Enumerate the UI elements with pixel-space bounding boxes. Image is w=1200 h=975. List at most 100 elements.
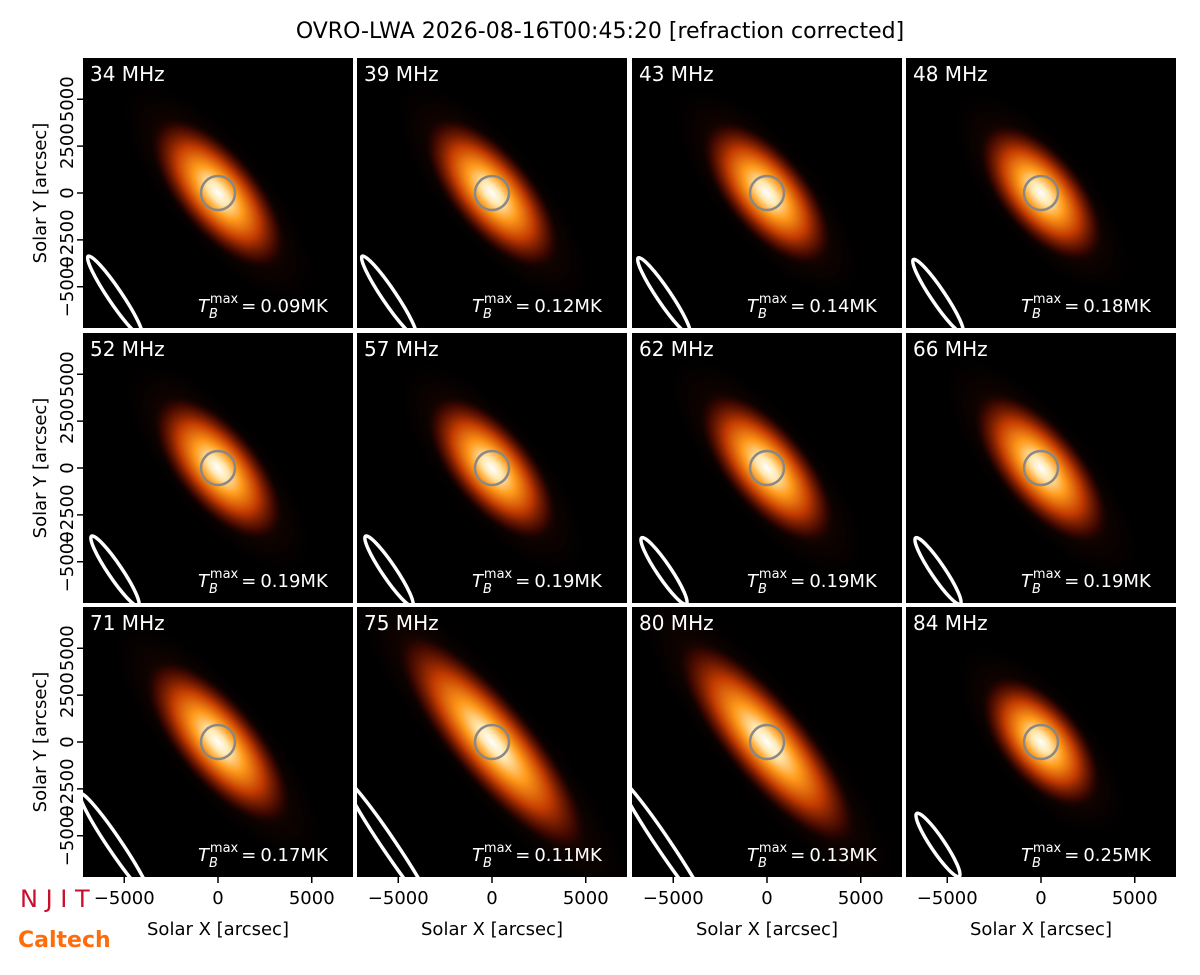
beam (914, 811, 962, 877)
tb-value: 0.19MK (534, 571, 603, 592)
emission (979, 674, 1103, 810)
tb-sub: B (758, 856, 767, 871)
tb-sub: B (209, 582, 218, 597)
y-tick-label: 0 (57, 462, 78, 473)
tb-eq: = (1064, 571, 1079, 592)
tb-sup: max (484, 841, 513, 856)
tb-value: 0.25MK (1083, 845, 1152, 866)
solar-disk (473, 449, 511, 487)
tb-sub: B (209, 307, 218, 322)
emission (971, 390, 1111, 546)
tb-symbol: T (472, 571, 485, 592)
x-tick-label: −5000 (94, 888, 155, 909)
tb-eq: = (790, 296, 805, 317)
panel (906, 607, 1176, 877)
emission (700, 118, 834, 268)
panel-title: 43 MHz (639, 62, 714, 86)
tb-value: 0.13MK (809, 845, 878, 866)
tb-sup: max (1033, 841, 1062, 856)
beam (910, 257, 966, 328)
emission (394, 629, 590, 855)
tb-value: 0.09MK (260, 296, 329, 317)
solar-disk (199, 174, 237, 212)
tb-eq: = (790, 845, 805, 866)
y-tick-label: 5000 (57, 76, 78, 122)
x-tick-label: 0 (486, 888, 497, 909)
x-axis-label: Solar X [arcsec] (147, 919, 289, 940)
tb-sup: max (210, 841, 239, 856)
tb-symbol: T (747, 296, 760, 317)
y-tick-label: −5000 (57, 256, 78, 317)
panel-title: 75 MHz (364, 611, 439, 635)
tb-value: 0.12MK (534, 296, 603, 317)
x-tick-label: 5000 (289, 888, 335, 909)
y-tick-label: 2500 (57, 123, 78, 169)
panel-title: 57 MHz (364, 337, 439, 361)
solar-disk (473, 174, 511, 212)
y-tick-label: 0 (57, 187, 78, 198)
beam (639, 535, 689, 603)
tb-eq: = (515, 571, 530, 592)
panel-title: 34 MHz (90, 62, 165, 86)
tb-symbol: T (747, 845, 760, 866)
tb-sup: max (484, 567, 513, 582)
beam (85, 254, 145, 328)
logo-caltech: Caltech (18, 928, 111, 953)
solar-disk (748, 723, 786, 761)
tb-sup: max (1033, 292, 1062, 307)
emission (148, 115, 288, 271)
x-tick-label: 5000 (838, 888, 884, 909)
tb-eq: = (1064, 296, 1079, 317)
tb-max-label: TBmax = 0.19MK (472, 567, 603, 597)
x-tick-label: 5000 (1112, 888, 1158, 909)
x-tick-label: −5000 (368, 888, 429, 909)
tb-max-label: TBmax = 0.13MK (747, 841, 878, 871)
panel (83, 333, 353, 603)
y-axis-label: Solar Y [arcsec] (30, 123, 51, 264)
beam (913, 535, 963, 603)
panel (83, 58, 353, 328)
tb-max-label: TBmax = 0.09MK (198, 292, 329, 322)
chart-title: OVRO-LWA 2026-08-16T00:45:20 [refraction… (296, 19, 904, 44)
tb-symbol: T (1021, 296, 1034, 317)
tb-sup: max (210, 292, 239, 307)
tb-sub: B (483, 856, 492, 871)
tb-sub: B (1032, 582, 1041, 597)
emission (425, 393, 559, 543)
tb-eq: = (1064, 845, 1079, 866)
y-tick-label: −2500 (57, 758, 78, 819)
x-tick-label: 0 (761, 888, 772, 909)
solar-disk (1022, 174, 1060, 212)
solar-disk (473, 723, 511, 761)
emission (977, 122, 1105, 264)
panel (906, 58, 1176, 328)
panel (357, 58, 627, 328)
tb-symbol: T (747, 571, 760, 592)
tb-value: 0.14MK (809, 296, 878, 317)
tb-value: 0.11MK (534, 845, 603, 866)
tb-value: 0.19MK (809, 571, 878, 592)
tb-sup: max (210, 567, 239, 582)
tb-value: 0.17MK (260, 845, 329, 866)
logo-njit: N J I T (20, 885, 90, 913)
tb-sub: B (209, 856, 218, 871)
tb-sup: max (759, 567, 788, 582)
tb-sub: B (758, 307, 767, 322)
tb-sup: max (484, 292, 513, 307)
tb-max-label: TBmax = 0.18MK (1021, 292, 1152, 322)
tb-eq: = (790, 571, 805, 592)
tb-value: 0.19MK (1083, 571, 1152, 592)
tb-max-label: TBmax = 0.19MK (1021, 567, 1152, 597)
tb-sub: B (758, 582, 767, 597)
panel-title: 62 MHz (639, 337, 714, 361)
tb-eq: = (515, 296, 530, 317)
beam (635, 255, 693, 328)
beam (363, 534, 415, 603)
y-tick-label: −5000 (57, 531, 78, 592)
panel (83, 607, 353, 877)
y-tick-label: −5000 (57, 805, 78, 866)
beam (89, 534, 141, 603)
x-axis-label: Solar X [arcsec] (421, 919, 563, 940)
beam (357, 776, 436, 877)
tb-symbol: T (1021, 571, 1034, 592)
